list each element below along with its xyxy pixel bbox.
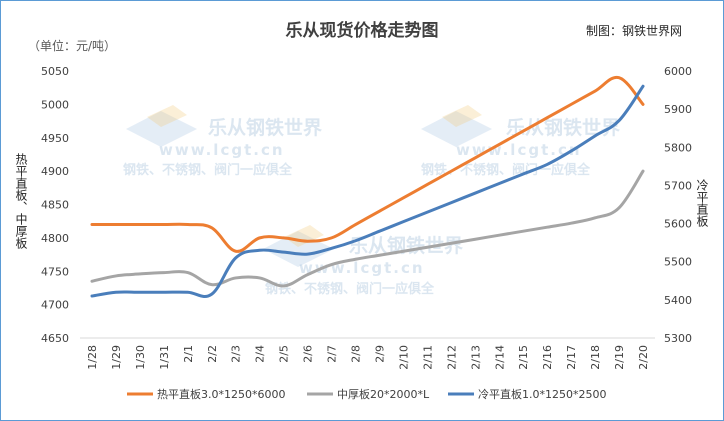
watermark-tagline: 钢铁、不锈钢、阀门一应俱全 xyxy=(123,162,293,178)
series-line-1 xyxy=(90,75,645,253)
x-tick-label: 2/17 xyxy=(565,345,578,370)
x-tick-label: 2/3 xyxy=(230,345,243,363)
legend: 热平直板3.0*1250*6000 中厚板20*2000*L 冷平直板1.0*125… xyxy=(127,387,606,401)
series-layer xyxy=(90,75,645,298)
x-tick-label: 2/14 xyxy=(493,345,506,370)
y-left-tick-label: 5000 xyxy=(41,98,69,111)
x-tick-label: 2/1 xyxy=(182,345,195,363)
left-axis-label: 热平直板、中厚板 xyxy=(14,153,28,250)
x-tick-label: 2/11 xyxy=(421,345,434,370)
watermark-url: www.lcgt.cn xyxy=(456,141,582,159)
watermark-logo: 乐从钢铁世界 www.lcgt.cn 钢铁、不锈钢、阀门一应俱全 xyxy=(421,105,620,178)
x-tick-label: 2/7 xyxy=(326,345,339,363)
chart-title: 乐从现货价格走势图 xyxy=(286,20,439,41)
x-tick-label: 2/5 xyxy=(278,345,291,363)
right-axis: 5300 5400 5500 5600 5700 5800 5900 6000 xyxy=(664,65,692,345)
series-line-2 xyxy=(90,169,645,288)
y-left-tick-label: 4700 xyxy=(41,299,69,312)
watermark-logo-icon xyxy=(263,225,334,267)
y-left-tick-label: 4800 xyxy=(41,232,69,245)
watermark-url: www.lcgt.cn xyxy=(159,141,285,159)
x-tick-label: 2/18 xyxy=(589,345,602,370)
watermark-brand: 乐从钢铁世界 xyxy=(349,234,463,257)
y-left-tick-label: 4650 xyxy=(41,332,69,345)
y-right-tick-label: 5900 xyxy=(664,103,692,116)
watermark-brand: 乐从钢铁世界 xyxy=(208,116,322,139)
x-tick-label: 1/31 xyxy=(158,345,171,370)
x-axis: 1/28 1/29 1/30 1/31 2/1 2/2 2/3 2/4 2/5 2/6 2/7 2/8… xyxy=(86,345,650,370)
y-left-tick-label: 4900 xyxy=(41,165,69,178)
legend-label: 热平直板3.0*1250*6000 xyxy=(157,387,285,401)
y-right-tick-label: 6000 xyxy=(664,65,692,78)
y-right-tick-label: 5500 xyxy=(664,256,692,269)
watermark-tagline: 钢铁、不锈钢、阀门一应俱全 xyxy=(265,281,435,297)
left-axis: 4650 4700 4750 4800 4850 4900 4950 5000 5050 xyxy=(41,65,69,345)
x-tick-label: 2/20 xyxy=(637,345,650,370)
y-left-tick-label: 4750 xyxy=(41,265,69,278)
watermark-logo: 乐从钢铁世界 www.lcgt.cn 钢铁、不锈钢、阀门一应俱全 xyxy=(123,105,322,178)
watermark-brand: 乐从钢铁世界 xyxy=(506,116,620,139)
x-tick-label: 1/29 xyxy=(110,345,123,370)
series-line-3 xyxy=(90,84,645,298)
y-left-tick-label: 5050 xyxy=(41,65,69,78)
unit-label: （单位：元/吨） xyxy=(28,38,116,53)
x-tick-label: 2/10 xyxy=(397,345,410,370)
legend-label: 冷平直板1.0*1250*2500 xyxy=(478,387,606,401)
x-tick-label: 2/2 xyxy=(206,345,219,363)
y-right-tick-label: 5600 xyxy=(664,218,692,231)
y-right-tick-label: 5400 xyxy=(664,294,692,307)
right-axis-label: 冷平直板 xyxy=(695,179,709,228)
x-tick-label: 2/16 xyxy=(541,345,554,370)
watermark-logo: 乐从钢铁世界 www.lcgt.cn 钢铁、不锈钢、阀门一应俱全 xyxy=(263,225,463,297)
watermark-url: www.lcgt.cn xyxy=(299,259,425,277)
watermark-tagline: 钢铁、不锈钢、阀门一应俱全 xyxy=(421,162,591,178)
x-tick-label: 2/12 xyxy=(445,345,458,370)
y-right-tick-label: 5800 xyxy=(664,141,692,154)
x-tick-label: 2/8 xyxy=(350,345,363,363)
x-tick-label: 2/4 xyxy=(254,345,267,363)
x-tick-label: 2/9 xyxy=(373,345,386,363)
x-tick-label: 2/19 xyxy=(613,345,626,370)
watermark-logo-icon xyxy=(421,105,492,147)
y-left-tick-label: 4950 xyxy=(41,132,69,145)
chart-credit: 制图：钢铁世界网 xyxy=(586,24,682,38)
x-tick-label: 2/6 xyxy=(302,345,315,363)
y-left-tick-label: 4850 xyxy=(41,199,69,212)
y-right-tick-label: 5300 xyxy=(664,332,692,345)
x-tick-label: 2/15 xyxy=(517,345,530,370)
x-tick-label: 2/13 xyxy=(469,345,482,370)
x-tick-label: 1/28 xyxy=(86,345,99,370)
y-right-tick-label: 5700 xyxy=(664,179,692,192)
watermark-logo-icon xyxy=(126,105,197,147)
x-tick-label: 1/30 xyxy=(134,345,147,370)
legend-label: 中厚板20*2000*L xyxy=(337,387,430,401)
